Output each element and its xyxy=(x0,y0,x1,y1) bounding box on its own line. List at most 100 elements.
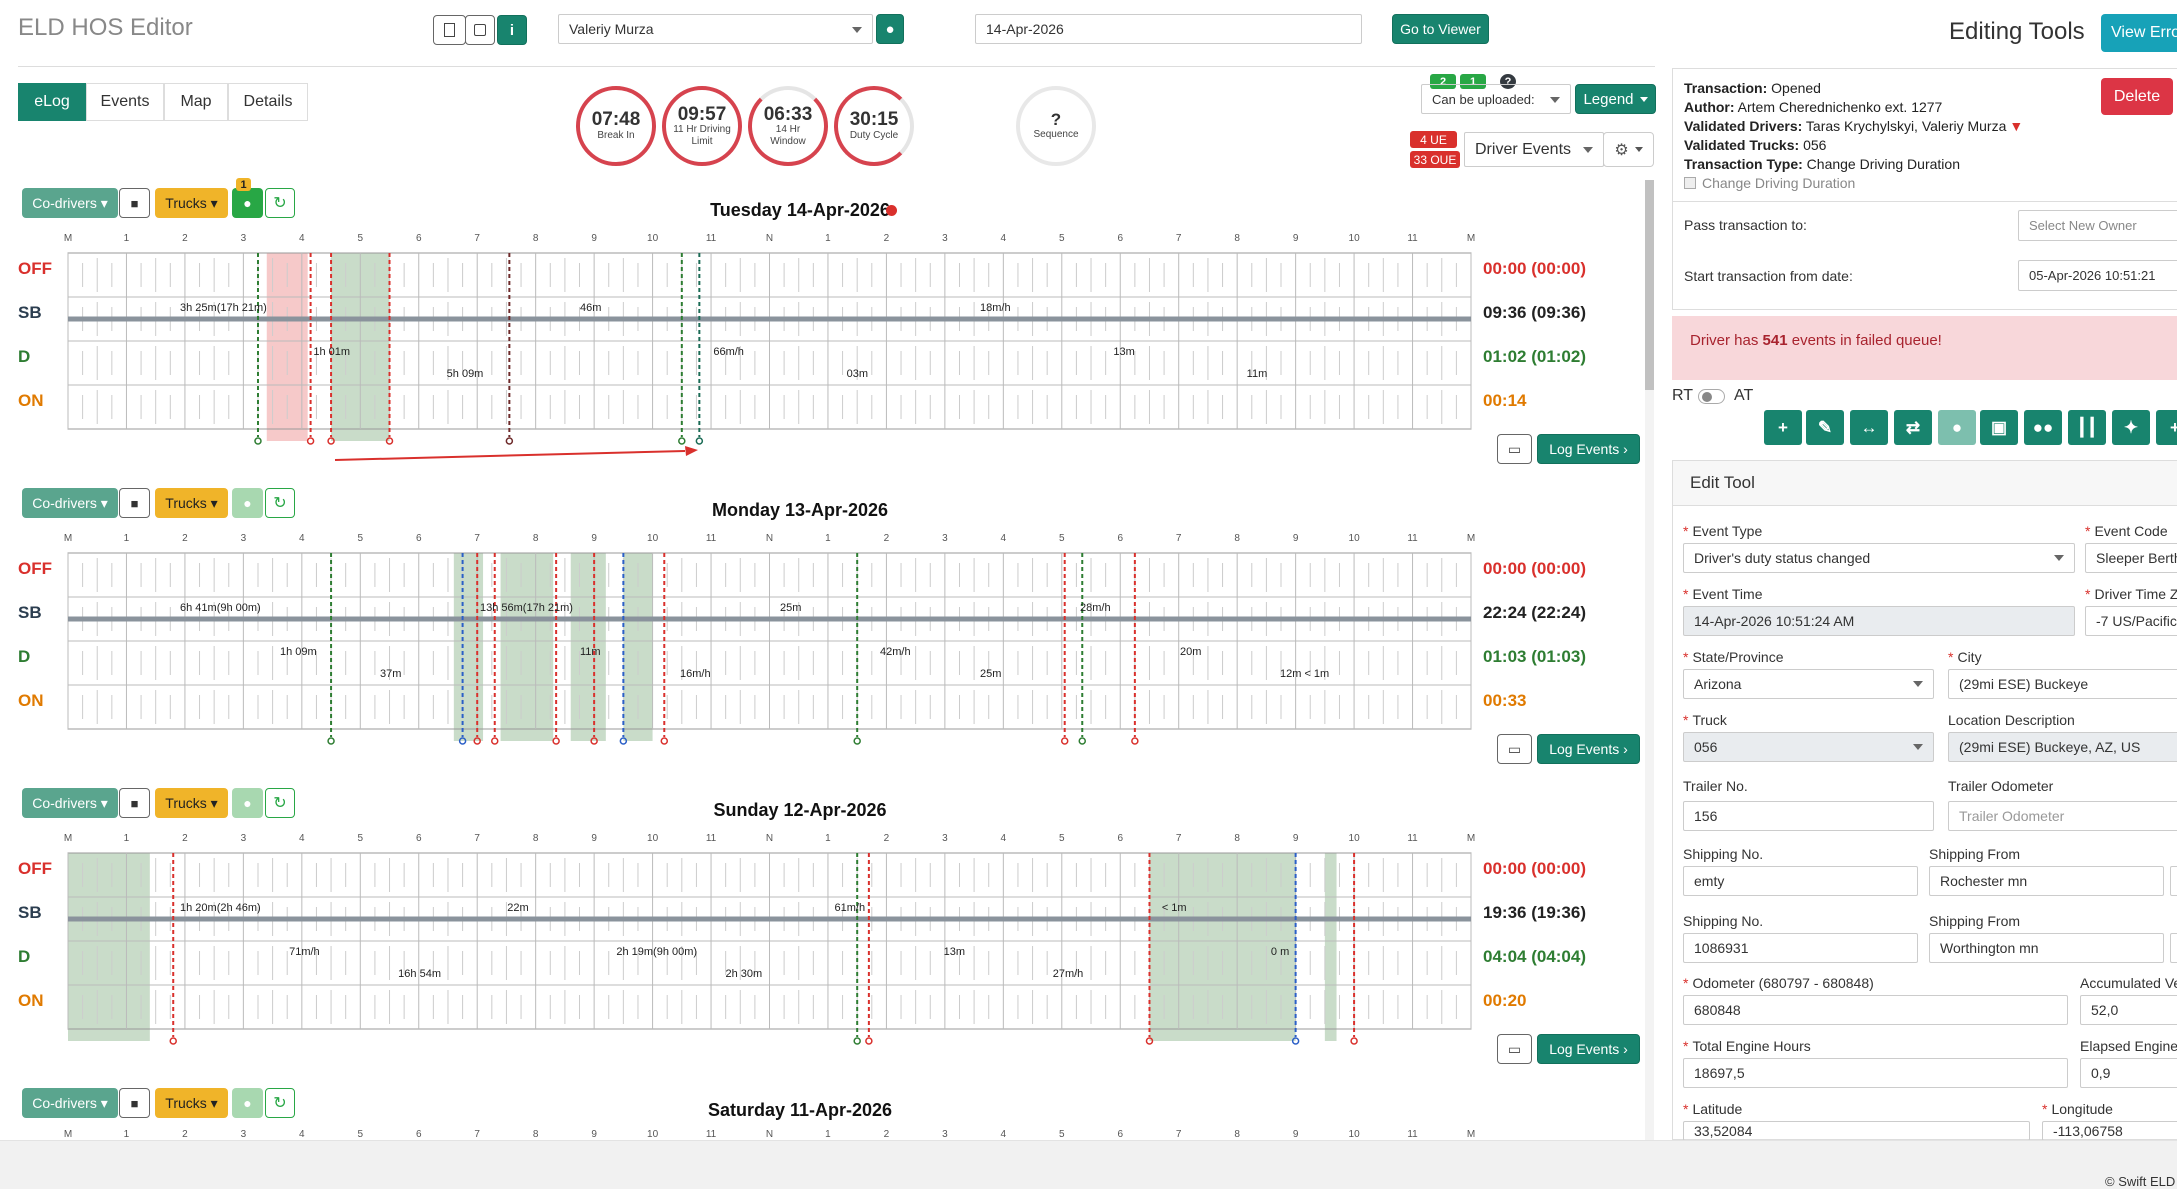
truck-icon-button[interactable]: ■ xyxy=(119,788,150,818)
info-button[interactable]: i xyxy=(497,15,527,45)
refresh-button[interactable]: ↻ xyxy=(265,788,295,818)
event-pin-icon xyxy=(306,437,315,445)
shipping-from-input[interactable]: Rochester mn xyxy=(1929,866,2164,896)
truck-icon-button[interactable]: ■ xyxy=(119,488,150,518)
go-to-viewer-button[interactable]: Go to Viewer xyxy=(1392,14,1489,44)
log-events-button[interactable]: Log Events › xyxy=(1537,1034,1640,1064)
columns-button[interactable]: ┃┃ xyxy=(2068,410,2106,445)
duration-label: < 1m xyxy=(1162,902,1187,914)
odometer-input[interactable]: 680848 xyxy=(1683,995,2068,1025)
hour-tick-label: 11 xyxy=(1407,1129,1418,1140)
duration-label: 2h 19m(9h 00m) xyxy=(616,946,697,958)
refresh-button[interactable]: ↻ xyxy=(265,1088,295,1118)
tab-map[interactable]: Map xyxy=(164,83,228,121)
co-drivers-button[interactable]: Co-drivers ▾ xyxy=(22,188,118,218)
log-scrollbar-thumb[interactable] xyxy=(1645,180,1654,390)
comment-button[interactable]: ▭ xyxy=(1497,1034,1532,1064)
refresh-button[interactable]: ↻ xyxy=(265,188,295,218)
change-driving-duration-checkbox-row[interactable]: Change Driving Duration xyxy=(1684,174,2023,193)
shipping-no-2-input[interactable]: 1086931 xyxy=(1683,933,1918,963)
log-events-button[interactable]: Log Events › xyxy=(1537,734,1640,764)
failed-queue-alert: Driver has 541 events in failed queue! xyxy=(1672,316,2177,380)
shipping-from-2-input[interactable]: Worthington mn xyxy=(1929,933,2164,963)
duration-label: 27m/h xyxy=(1053,968,1084,980)
driver-profile-button[interactable]: ● xyxy=(876,14,904,44)
trucks-button[interactable]: Trucks ▾ xyxy=(155,188,228,218)
sync-truck-button[interactable]: ● xyxy=(232,788,263,818)
log-events-button[interactable]: Log Events › xyxy=(1537,434,1640,464)
shipping-extra-2-input[interactable] xyxy=(2170,933,2177,963)
accumulated-input[interactable]: 52,0 xyxy=(2080,995,2177,1025)
co-drivers-button[interactable]: Co-drivers ▾ xyxy=(22,488,118,518)
trucks-button[interactable]: Trucks ▾ xyxy=(155,788,228,818)
date-input[interactable]: 14-Apr-2026 xyxy=(975,14,1362,44)
longitude-label: * Longitude xyxy=(2042,1101,2113,1117)
can-be-uploaded-select[interactable]: Can be uploaded: xyxy=(1421,84,1571,114)
engine-hours-input[interactable]: 18697,5 xyxy=(1683,1058,2068,1088)
settings-dropdown-button[interactable]: ⚙ xyxy=(1603,132,1654,167)
log-scrollbar[interactable] xyxy=(1645,180,1654,1140)
event-type-select[interactable]: Driver's duty status changed xyxy=(1683,543,2075,573)
driver-tz-select[interactable]: -7 US/Pacific xyxy=(2085,606,2177,636)
hour-tick-label: 10 xyxy=(647,1129,659,1140)
duration-label: 61m/h xyxy=(835,902,866,914)
refresh-button[interactable]: ↻ xyxy=(265,488,295,518)
sync-truck-button[interactable]: ● xyxy=(232,188,263,218)
event-code-select[interactable]: Sleeper Berth xyxy=(2085,543,2177,573)
legend-button[interactable]: Legend xyxy=(1575,84,1656,114)
note-button[interactable] xyxy=(465,15,495,45)
hour-tick-label: 4 xyxy=(299,833,305,844)
user-event-button[interactable]: ● xyxy=(1938,410,1976,445)
edit-event-button[interactable]: ✎ xyxy=(1806,410,1844,445)
hour-tick-label: 5 xyxy=(1059,833,1065,844)
driver-select[interactable]: Valeriy Murza xyxy=(558,14,873,44)
app-title: ELD HOS Editor xyxy=(18,14,193,41)
driver-events-select[interactable]: Driver Events xyxy=(1464,132,1604,167)
city-input[interactable]: (29mi ESE) Buckeye xyxy=(1948,669,2177,699)
event-pin-icon xyxy=(1350,1037,1358,1045)
new-owner-select[interactable]: Select New Owner xyxy=(2018,210,2177,241)
start-transaction-date-input[interactable]: 05-Apr-2026 10:51:21 xyxy=(2018,260,2177,291)
trailer-odometer-input[interactable]: Trailer Odometer xyxy=(1948,801,2177,831)
shipping-from-label: Shipping From xyxy=(1929,846,2021,862)
comment-button[interactable]: ▭ xyxy=(1497,434,1532,464)
rt-at-toggle[interactable] xyxy=(1698,389,1725,404)
add-event-button[interactable]: + xyxy=(1764,410,1802,445)
trailer-input[interactable]: 156 xyxy=(1683,801,1934,831)
location-description-input[interactable]: (29mi ESE) Buckeye, AZ, US xyxy=(1948,732,2177,762)
shipping-extra-input[interactable] xyxy=(2170,866,2177,896)
shift-event-button[interactable]: ↔ xyxy=(1850,410,1888,445)
document-button[interactable] xyxy=(433,15,466,45)
checkbox[interactable] xyxy=(1684,177,1696,189)
trucks-button[interactable]: Trucks ▾ xyxy=(155,488,228,518)
state-select[interactable]: Arizona xyxy=(1683,669,1934,699)
delete-event-button[interactable]: ▣ xyxy=(1980,410,2018,445)
co-drivers-button[interactable]: Co-drivers ▾ xyxy=(22,1088,118,1118)
truck-icon-button[interactable]: ■ xyxy=(119,1088,150,1118)
tab-elog[interactable]: eLog xyxy=(18,83,86,121)
co-drivers-button[interactable]: Co-drivers ▾ xyxy=(22,788,118,818)
view-errors-button[interactable]: View Erro xyxy=(2101,14,2177,52)
sync-truck-button[interactable]: ● xyxy=(232,488,263,518)
trucks-button[interactable]: Trucks ▾ xyxy=(155,1088,228,1118)
more-add-button[interactable]: + xyxy=(2156,410,2177,445)
shipping-no-input[interactable]: emty xyxy=(1683,866,1918,896)
sync-truck-button[interactable]: ● xyxy=(232,1088,263,1118)
truck-icon-button[interactable]: ■ xyxy=(119,188,150,218)
truck-select[interactable]: 056 xyxy=(1683,732,1934,762)
comment-button[interactable]: ▭ xyxy=(1497,734,1532,764)
latitude-input[interactable]: 33,52084 xyxy=(1683,1121,2030,1141)
elapsed-engine-input[interactable]: 0,9 xyxy=(2080,1058,2177,1088)
longitude-input[interactable]: -113,06758 xyxy=(2042,1121,2177,1141)
swap-event-button[interactable]: ⇄ xyxy=(1894,410,1932,445)
hour-tick-label: 8 xyxy=(1234,233,1240,244)
delete-transaction-button[interactable]: Delete xyxy=(2101,78,2173,115)
event-pin-icon xyxy=(552,737,560,745)
magic-button[interactable]: ✦ xyxy=(2112,410,2150,445)
hour-tick-label: 10 xyxy=(647,533,659,544)
event-time-input[interactable]: 14-Apr-2026 10:51:24 AM xyxy=(1683,606,2075,636)
pencil-icon: ✎ xyxy=(1817,417,1833,437)
group-event-button[interactable]: ●● xyxy=(2024,410,2062,445)
tab-events[interactable]: Events xyxy=(86,83,164,121)
tab-details[interactable]: Details xyxy=(228,83,308,121)
